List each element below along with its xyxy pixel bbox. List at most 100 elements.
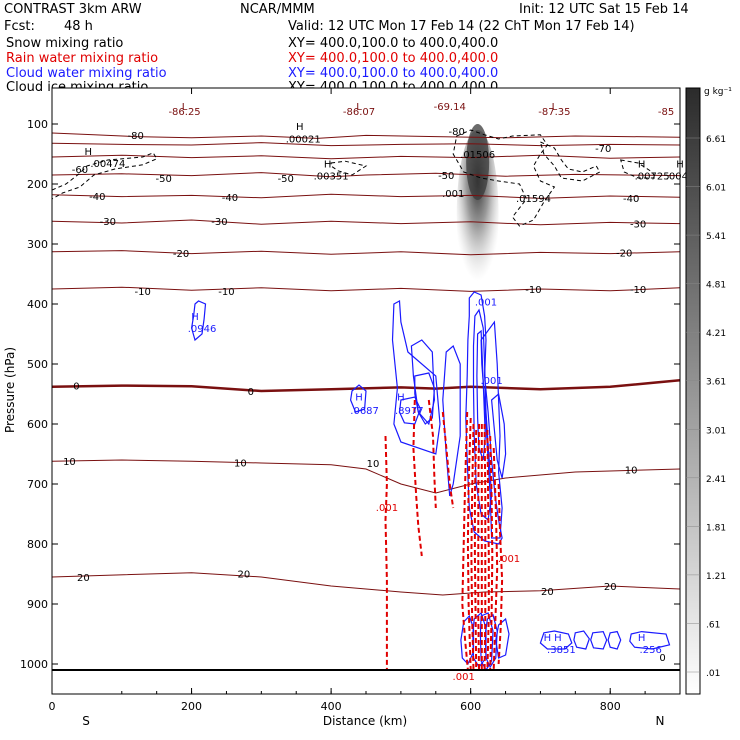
field-xy-cloud-ice: XY= 400.0,100.0 to 400.0,400.0 [288, 80, 499, 95]
extremum-label: H [191, 312, 199, 323]
extremum-label: .00351 [314, 172, 349, 183]
temperature-contour--10 [52, 286, 680, 292]
y-tick-label: 600 [27, 418, 48, 431]
rain-water-contour [492, 447, 499, 671]
cloud-water-contour [391, 300, 441, 455]
extremum-label: -85 [658, 107, 674, 118]
extremum-label: .00021 [286, 134, 321, 145]
temperature-contour-label: -60 [72, 165, 88, 176]
temperature-contour-label: -10 [135, 287, 151, 298]
extremum-label: .001 [475, 298, 497, 309]
cloud-water-contour [414, 372, 436, 425]
extremum-label: .0687 [350, 406, 379, 417]
cloud-water-contour [190, 300, 207, 342]
colorbar-label: 6.01 [706, 184, 726, 194]
init-time: Init: 12 UTC Sat 15 Feb 14 [519, 2, 689, 17]
cloud-ice-contour [330, 160, 368, 176]
colorbar-label: 1.81 [706, 523, 726, 533]
extremum-label: L [356, 102, 362, 113]
extremum-label: -87.35 [538, 107, 570, 118]
cloud-water-contour [442, 344, 461, 497]
extremum-label: H [638, 160, 646, 171]
x-end-label-north: N [656, 714, 665, 728]
temperature-contour-label: -50 [438, 171, 454, 182]
temperature-contour-label: 10 [63, 457, 76, 468]
colorbar-label: 4.21 [706, 329, 726, 339]
extremum-label: .0946 [188, 324, 217, 335]
extremum-label: H [544, 633, 552, 644]
extremum-label: .01506 [460, 150, 495, 161]
temperature-contour-0 [52, 378, 680, 393]
extremum-label: H [324, 160, 332, 171]
extremum-label: .0041 [666, 172, 695, 183]
cloud-ice-contour [52, 152, 158, 200]
cloud-ice-contour [539, 141, 601, 182]
temperature-contour-label: 0 [73, 382, 79, 393]
y-tick-label: 900 [27, 598, 48, 611]
rain-water-contour [473, 429, 478, 671]
temperature-contour-20 [52, 572, 680, 596]
temperature-contour-label: -40 [89, 192, 105, 203]
x-tick-label: 800 [600, 700, 621, 713]
extremum-label: -86.25 [168, 107, 200, 118]
cloud-water-contour [490, 392, 507, 479]
rain-water-contour [412, 399, 423, 557]
colorbar-label: .01 [706, 669, 720, 679]
extremum-label: .001 [453, 672, 475, 683]
cloud-water-contour [590, 630, 608, 650]
y-tick-label: 800 [27, 538, 48, 551]
rain-water-contour [486, 429, 490, 671]
snow-mixing-ratio-core [466, 124, 490, 200]
cloud-water-contour [465, 291, 503, 545]
temperature-contour-label: 20 [77, 573, 90, 584]
temperature-contour-label: -50 [278, 174, 294, 185]
extremum-label: .256 [640, 645, 662, 656]
cloud-water-contour [460, 614, 475, 666]
extremum-label: H [296, 122, 304, 133]
temperature-contour-label: -80 [449, 127, 465, 138]
cloud-water-contour [398, 396, 422, 425]
field-label-cloud-ice: Cloud ice mixing ratio [6, 80, 149, 95]
x-tick-label: 400 [321, 700, 342, 713]
cloud-water-contour [607, 630, 622, 650]
cloud-ice-contour [619, 159, 657, 179]
extremum-label: .001 [442, 189, 464, 200]
rain-water-contour [483, 423, 487, 671]
extremum-label: H [676, 160, 684, 171]
rain-water-contour [461, 411, 469, 671]
colorbar-label: 6.61 [706, 135, 726, 145]
extremum-label: .01594 [516, 194, 551, 205]
cloud-water-contour [479, 612, 494, 672]
temperature-contour-label: -10 [630, 285, 646, 296]
temperature-contour-label: -50 [155, 174, 171, 185]
plot-area [52, 88, 680, 694]
temperature-contour-label: -10 [525, 285, 541, 296]
cloud-water-contour [539, 630, 573, 650]
rain-water-contour [384, 435, 388, 670]
x-axis-label: Distance (km) [323, 714, 407, 728]
temperature-contour-label: -30 [100, 217, 116, 228]
extremum-label: H [85, 147, 93, 158]
extremum-label: H [397, 392, 405, 403]
x-end-label-south: S [82, 714, 90, 728]
temperature-contour-label: -30 [630, 220, 646, 231]
cloud-water-contour [476, 329, 486, 461]
extremum-label: .00474 [90, 159, 125, 170]
y-tick-label: 200 [27, 178, 48, 191]
temperature-contour-label: -20 [616, 248, 632, 259]
forecast-hours: 48 h [64, 19, 93, 34]
colorbar-label: 3.61 [706, 378, 726, 388]
cloud-ice-contour [452, 129, 556, 227]
snow-mixing-ratio-field [456, 130, 499, 298]
temperature-contour-label: 20 [604, 582, 617, 593]
temperature-contour-label: -80 [128, 131, 144, 142]
field-xy-cloud-water: XY= 400.0,100.0 to 400.0,400.0 [288, 66, 499, 81]
x-tick-label: 600 [460, 700, 481, 713]
rain-water-contour [470, 423, 475, 671]
rain-water-contour [477, 423, 480, 671]
temperature-contour-label: -20 [173, 249, 189, 260]
extremum-label: .00725 [635, 172, 670, 183]
temperature-contour-label: -70 [595, 144, 611, 155]
rain-water-contour [466, 417, 472, 671]
